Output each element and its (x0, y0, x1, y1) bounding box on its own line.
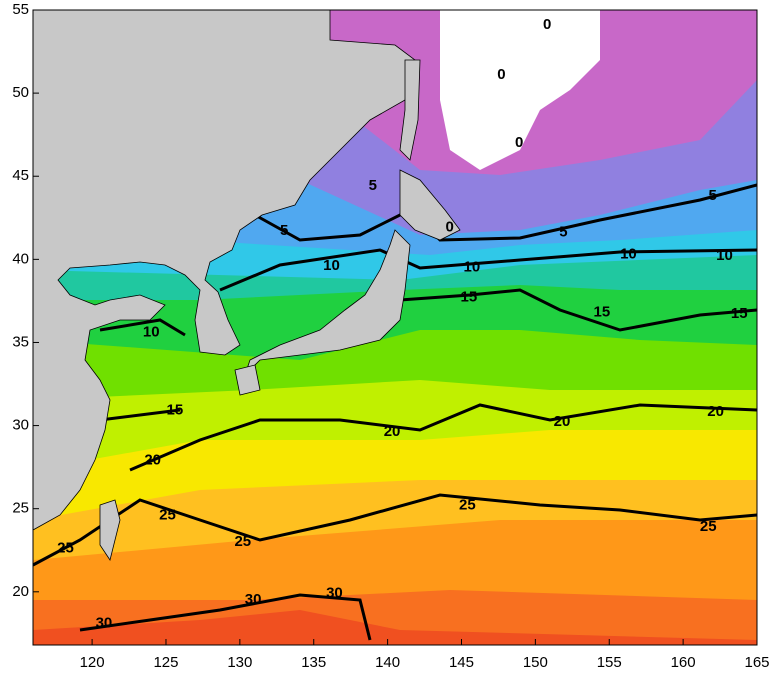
x-tick-label: 145 (449, 654, 474, 671)
x-tick-label: 165 (744, 654, 769, 671)
y-tick-label: 50 (12, 84, 29, 101)
x-tick-label: 125 (153, 654, 178, 671)
contour-label: 25 (459, 496, 476, 513)
y-tick-label: 55 (12, 1, 29, 18)
y-tick-label: 35 (12, 333, 29, 350)
contour-label: 30 (326, 584, 343, 601)
y-tick-label: 30 (12, 417, 29, 434)
y-tick-label: 45 (12, 167, 29, 184)
contour-label: 20 (144, 451, 161, 468)
contour-label: 25 (700, 518, 717, 535)
contour-label: 10 (716, 247, 733, 264)
contour-label: 0 (515, 134, 523, 151)
contour-label: 20 (554, 413, 571, 430)
y-tick-label: 25 (12, 500, 29, 517)
contour-label: 10 (323, 257, 340, 274)
contour-label: 20 (384, 423, 401, 440)
contour-label: 10 (463, 259, 480, 276)
contour-label: 20 (707, 403, 724, 420)
contour-label: 30 (96, 614, 113, 631)
contour-label: 30 (245, 591, 262, 608)
map-frame (32, 9, 758, 646)
contour-label: 15 (461, 289, 478, 306)
y-tick-label: 40 (12, 250, 29, 267)
x-tick-label: 135 (301, 654, 326, 671)
contour-label: 15 (167, 402, 184, 419)
x-tick-label: 120 (80, 654, 105, 671)
contour-label: 25 (159, 506, 176, 523)
land (33, 10, 461, 561)
contour-label: 5 (709, 187, 717, 204)
contour-label: 0 (543, 16, 551, 33)
contour-label: 25 (57, 540, 74, 557)
contour-label: 0 (445, 219, 453, 236)
y-tick-label: 20 (12, 583, 29, 600)
contour-label: 15 (731, 305, 748, 322)
contour-label: 5 (280, 222, 288, 239)
contour-label: 5 (369, 177, 377, 194)
contour-label: 25 (234, 533, 251, 550)
x-tick-label: 155 (597, 654, 622, 671)
x-tick-label: 160 (671, 654, 696, 671)
x-tick-label: 130 (227, 654, 252, 671)
contour-label: 15 (594, 304, 611, 321)
x-tick-label: 140 (375, 654, 400, 671)
contour-label: 0 (497, 66, 505, 83)
contour-label: 10 (143, 323, 160, 340)
contour-label: 10 (620, 245, 637, 262)
contour-label: 5 (559, 224, 567, 241)
x-tick-label: 150 (523, 654, 548, 671)
